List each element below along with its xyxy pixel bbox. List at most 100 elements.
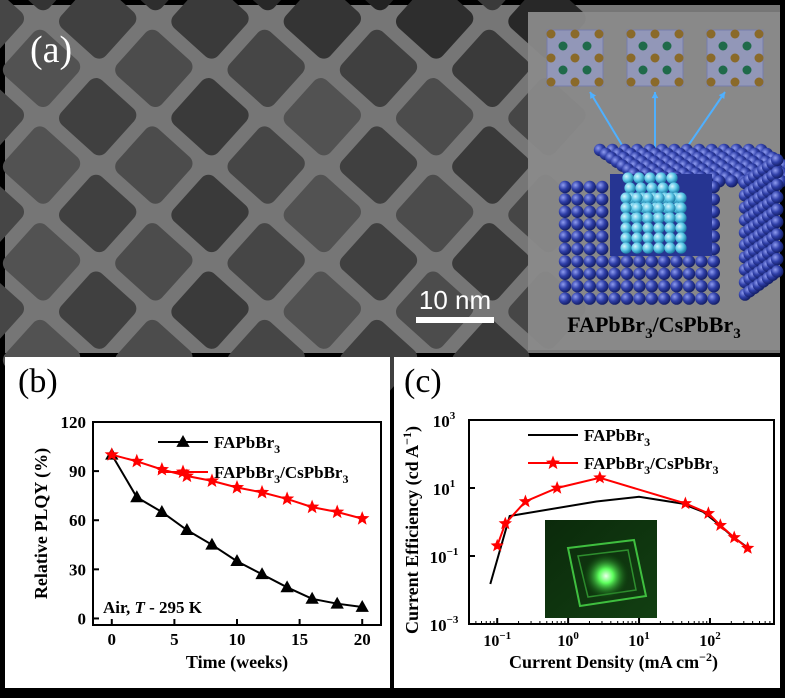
y-tick-label: 30 (69, 560, 86, 579)
tick-exp: −1 (499, 630, 511, 642)
x-tick-label: 101 (628, 630, 650, 650)
shell-atom (771, 153, 784, 167)
cation-atom (718, 41, 728, 51)
nanocube (2, 126, 81, 204)
lattice-unit-1 (546, 29, 604, 87)
legend-text: /CsPbBr (649, 454, 713, 473)
shell-atom (583, 242, 596, 256)
shell-atom (596, 180, 609, 194)
core-atom (624, 182, 636, 194)
core-atom (646, 182, 658, 194)
nanocube (452, 29, 530, 108)
nanocube (283, 174, 361, 253)
core-atom (653, 242, 665, 254)
legend-sub: 3 (274, 442, 280, 456)
shell-atom (571, 292, 584, 305)
tick-base: 10 (433, 480, 450, 499)
core-atom (655, 172, 667, 184)
nanocube (59, 174, 137, 253)
x-tick-label: 10−1 (483, 630, 511, 650)
cation-atom (582, 65, 592, 75)
nanocube (0, 78, 25, 156)
core-atom (631, 242, 643, 254)
tick-base: 10 (433, 412, 450, 431)
y-tick-label: 103 (433, 410, 456, 431)
data-point (205, 537, 219, 550)
shell-atom (596, 193, 609, 206)
x-tick-label: 102 (699, 630, 721, 650)
shell-atom (725, 175, 738, 188)
arrow-head (718, 92, 725, 99)
shell-atom (645, 255, 658, 268)
shell-atom (558, 255, 572, 268)
core-atom (620, 242, 632, 254)
data-point (280, 491, 295, 505)
shell-atom (658, 255, 671, 268)
legend-text: FAPbBr (214, 433, 275, 452)
y-tick-label: 60 (69, 511, 86, 530)
shell-atom (682, 267, 696, 280)
data-point (701, 506, 715, 519)
core-atom (653, 222, 665, 234)
lead-atom (594, 53, 604, 63)
shell-atom (608, 255, 621, 268)
cation-atom (638, 65, 648, 75)
lead-atom (594, 29, 604, 39)
nanocube (339, 29, 418, 108)
tick-exp: 3 (450, 410, 456, 422)
plot-frame (468, 419, 775, 625)
scale-bar (416, 317, 494, 323)
nanocube (59, 271, 137, 349)
cation-atom (582, 41, 592, 51)
nanocube (227, 223, 305, 301)
shell-atom (583, 205, 596, 218)
nanocube (339, 126, 418, 204)
data-point (129, 453, 144, 468)
shell-atom (596, 230, 609, 243)
y-tick-label: 90 (69, 462, 86, 481)
y-axis-title: Relative PLQY (%) (31, 448, 52, 599)
shell-atom (695, 267, 708, 280)
shell-atom (645, 267, 658, 280)
legend-label: FAPbBr3 (584, 426, 650, 449)
panel-b-background (5, 357, 390, 688)
core-atom (622, 172, 634, 184)
shell-atom (633, 255, 646, 268)
shell-atom (596, 292, 609, 305)
data-point (155, 505, 169, 517)
lead-atom (754, 53, 764, 63)
panel-b-label: (b) (18, 363, 58, 400)
shell-atom (707, 292, 720, 305)
shell-atom (583, 193, 596, 206)
shell-atom (645, 280, 658, 293)
lead-atom (650, 29, 660, 39)
shell-atom (633, 267, 646, 280)
tick-exp: −1 (447, 546, 459, 558)
nanocube (283, 78, 361, 156)
legend-sub: 3 (644, 435, 650, 449)
shell-atom (670, 255, 683, 268)
shell-atom (596, 267, 609, 280)
shell-atom (633, 292, 646, 305)
lead-atom (674, 29, 684, 39)
core-atom (620, 232, 632, 244)
shell-atom (707, 280, 720, 293)
shell-atom (771, 265, 784, 278)
core-atom (633, 172, 645, 184)
shell-atom (707, 255, 720, 268)
shell-atom (558, 230, 572, 243)
tick-base: 10 (699, 633, 715, 650)
data-point (713, 518, 727, 531)
core-atom (642, 242, 654, 254)
shell-atom (682, 292, 696, 305)
lead-atom (754, 29, 764, 39)
legend-marker (176, 435, 190, 447)
core-atom (631, 232, 643, 244)
tick-base: 10 (430, 548, 447, 567)
y-tick-label: 0 (78, 609, 87, 628)
shell-atom (658, 292, 671, 305)
nanocube (395, 78, 474, 156)
